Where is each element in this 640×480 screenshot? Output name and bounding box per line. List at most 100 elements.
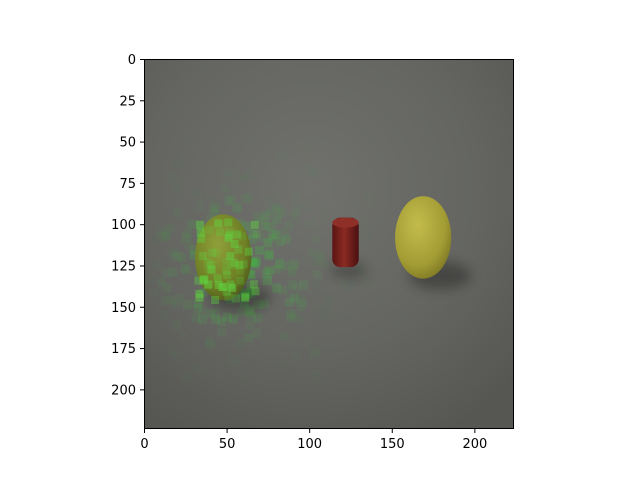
heatmap-patch — [222, 312, 232, 322]
heatmap-patch — [271, 230, 281, 240]
heatmap-patch — [241, 374, 250, 383]
heatmap-patch — [206, 309, 216, 319]
heatmap-patch — [229, 314, 239, 324]
heatmap-patch — [214, 280, 223, 289]
heatmap-patch — [234, 245, 243, 254]
heatmap-patch — [182, 373, 191, 382]
y-tick-label: 150 — [111, 301, 136, 316]
heatmap-patch — [161, 268, 171, 278]
heatmap-patch — [195, 293, 204, 302]
heatmap-patch — [291, 352, 300, 361]
heatmap-patch — [264, 249, 274, 259]
x-tick-label: 200 — [462, 437, 487, 452]
heatmap-patch — [264, 250, 274, 260]
heatmap-patch — [295, 294, 305, 304]
heatmap-patch — [193, 304, 203, 314]
heatmap-patch — [231, 358, 240, 367]
heatmap-patch — [264, 266, 274, 276]
heatmap-patch — [250, 220, 259, 229]
heatmap-patch — [275, 259, 285, 269]
x-tick-label: 150 — [380, 437, 405, 452]
heatmap-patch — [199, 276, 208, 285]
heatmap-patch — [227, 283, 236, 292]
heatmap-patch — [299, 280, 309, 290]
heatmap-patch — [262, 276, 272, 286]
heatmap-patch — [287, 267, 297, 277]
heatmap-patch — [322, 309, 331, 318]
heatmap-patch — [272, 204, 282, 214]
heatmap-patch — [277, 359, 286, 368]
x-tick-label: 50 — [219, 437, 236, 452]
heatmap-patch — [224, 233, 233, 242]
red-cylinder-top — [332, 217, 359, 228]
heatmap-patch — [290, 313, 300, 323]
heatmap-patch — [316, 250, 326, 260]
heatmap-patch — [246, 270, 256, 280]
y-tick-label: 25 — [119, 94, 136, 109]
heatmap-patch — [312, 270, 322, 280]
heatmap-patch — [251, 287, 260, 296]
heatmap-patch — [314, 305, 323, 314]
heatmap-patch — [232, 203, 242, 213]
heatmap-patch — [251, 329, 261, 339]
heatmap-patch — [198, 306, 208, 316]
heatmap-patch — [150, 288, 160, 298]
heatmap-patch — [251, 259, 261, 269]
heatmap-patch — [238, 232, 247, 241]
heatmap-patch — [226, 280, 235, 289]
heatmap-patch — [237, 307, 247, 317]
heatmap-patch — [191, 313, 201, 323]
heatmap-patch — [248, 258, 258, 268]
heatmap-patch — [249, 280, 258, 289]
heatmap-patch — [200, 275, 209, 284]
heatmap-patch — [198, 315, 208, 325]
heatmap-patch — [278, 285, 288, 295]
heatmap-overlay-top — [194, 218, 261, 304]
heatmap-patch — [247, 234, 257, 244]
heatmap-patch — [310, 347, 319, 356]
heatmap-patch — [173, 252, 183, 262]
heatmap-patch — [223, 271, 232, 280]
heatmap-patch — [247, 312, 257, 322]
y-tick-label: 0 — [128, 53, 136, 68]
yellow-ellipsoid — [395, 196, 452, 279]
y-tick-label: 125 — [111, 259, 136, 274]
heatmap-patch — [284, 221, 294, 231]
heatmap-patch — [218, 283, 227, 292]
heatmap-patch — [225, 170, 234, 179]
heatmap-patch — [266, 234, 276, 244]
x-tick-label: 100 — [297, 437, 322, 452]
heatmap-patch — [246, 281, 255, 290]
heatmap-patch — [235, 261, 244, 270]
heatmap-patch — [157, 346, 166, 355]
heatmap-patch — [279, 332, 289, 342]
heatmap-patch — [169, 251, 179, 261]
heatmap-patch — [160, 231, 170, 241]
heatmap-patch — [306, 219, 316, 229]
heatmap-patch — [197, 228, 206, 237]
heatmap-patch — [215, 228, 224, 237]
heatmap-patch — [312, 370, 321, 379]
heatmap-patch — [162, 283, 172, 293]
heatmap-patch — [208, 248, 217, 257]
heatmap-patch — [285, 313, 295, 323]
heatmap-patch — [302, 339, 311, 348]
heatmap-patch — [181, 233, 191, 243]
heatmap-patch — [225, 231, 234, 240]
heatmap-patch — [179, 331, 188, 340]
heatmap-patch — [232, 294, 241, 303]
heatmap-patch — [244, 171, 253, 180]
heatmap-patch — [183, 228, 193, 238]
heatmap-patch — [194, 273, 204, 283]
heatmap-patch — [194, 276, 203, 285]
heatmap-patch — [196, 220, 206, 230]
heatmap-patch — [287, 280, 297, 290]
heatmap-patch — [261, 211, 271, 221]
heatmap-patch — [222, 266, 231, 275]
heatmap-patch — [196, 220, 205, 229]
heatmap-patch — [228, 284, 237, 293]
heatmap-patch — [281, 234, 291, 244]
heatmap-patch — [204, 265, 213, 274]
heatmap-patch — [230, 258, 239, 267]
